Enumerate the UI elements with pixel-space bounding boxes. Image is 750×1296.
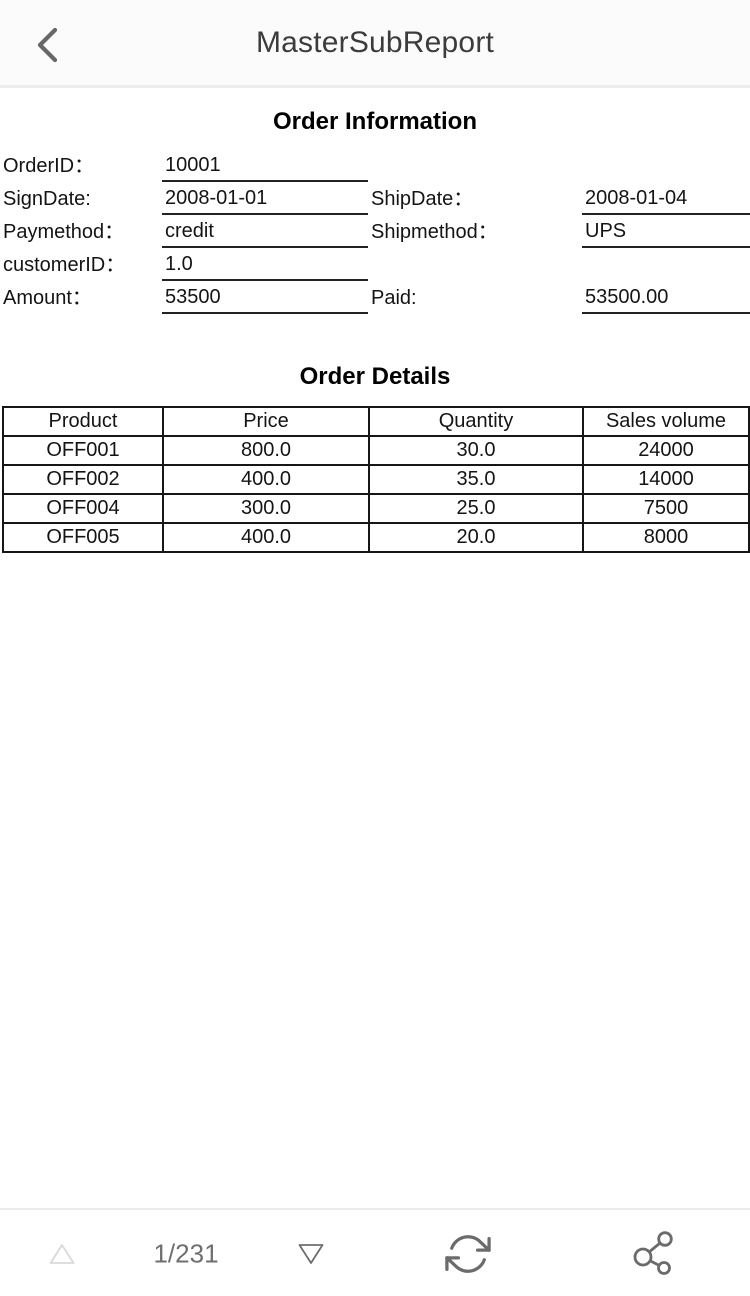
cell-price: 400.0 — [162, 464, 370, 495]
field-label — [368, 249, 582, 282]
navbar: MasterSubReport — [0, 0, 750, 88]
field-label: SignDate: — [3, 188, 91, 210]
col-header-sales-volume: Sales volume — [582, 406, 750, 437]
form-row-orderid: OrderID： 10001 — [0, 150, 750, 183]
cell-sales-volume: 24000 — [582, 435, 750, 466]
field-label: OrderID： — [3, 155, 95, 177]
field-value: 10001 — [162, 150, 368, 182]
table-row: OFF005 400.0 20.0 8000 — [2, 522, 750, 553]
cell-sales-volume: 8000 — [582, 522, 750, 553]
form-row-amount: Amount： 53500 Paid: 53500.00 — [0, 282, 750, 315]
field-value — [582, 249, 750, 281]
page-indicator: 1/231 — [153, 1238, 219, 1269]
field-label: ShipDate： — [371, 188, 474, 210]
cell-product: OFF002 — [2, 464, 164, 495]
cell-quantity: 20.0 — [368, 522, 584, 553]
triangle-up-icon — [49, 1244, 75, 1264]
back-button[interactable] — [22, 18, 72, 72]
table-row: OFF002 400.0 35.0 14000 — [2, 464, 750, 495]
field-label: Paid: — [371, 287, 417, 309]
col-header-quantity: Quantity — [368, 406, 584, 437]
field-label: Shipmethod： — [371, 221, 498, 243]
field-value: 2008-01-04 — [582, 183, 750, 215]
triangle-down-icon — [298, 1244, 324, 1264]
form-row-methods: Paymethod： credit Shipmethod： UPS — [0, 216, 750, 249]
field-value: 53500.00 — [582, 282, 750, 314]
order-details-title: Order Details — [299, 363, 451, 390]
cell-price: 300.0 — [162, 493, 370, 524]
table-row: OFF004 300.0 25.0 7500 — [2, 493, 750, 524]
field-value: UPS — [582, 216, 750, 248]
field-label: Paymethod： — [3, 221, 125, 243]
col-header-product: Product — [2, 406, 164, 437]
field-value: 1.0 — [162, 249, 368, 281]
order-details-table: Product Price Quantity Sales volume OFF0… — [2, 406, 750, 553]
cell-product: OFF001 — [2, 435, 164, 466]
cell-price: 800.0 — [162, 435, 370, 466]
table-header-row: Product Price Quantity Sales volume — [2, 406, 750, 437]
cell-product: OFF004 — [2, 493, 164, 524]
cell-quantity: 30.0 — [368, 435, 584, 466]
form-row-customer: customerID： 1.0 — [0, 249, 750, 282]
order-info-title: Order Information — [272, 108, 477, 135]
field-value: credit — [162, 216, 368, 248]
field-value: 53500 — [162, 282, 368, 314]
share-icon — [633, 1231, 673, 1275]
field-label — [368, 150, 582, 183]
col-header-price: Price — [162, 406, 370, 437]
cell-quantity: 25.0 — [368, 493, 584, 524]
refresh-button[interactable] — [445, 1231, 491, 1277]
order-info-form: OrderID： 10001 SignDate: 2008-01-01 Ship… — [0, 150, 750, 315]
field-value — [582, 150, 750, 182]
field-label: customerID： — [3, 254, 126, 276]
cell-sales-volume: 7500 — [582, 493, 750, 524]
table-row: OFF001 800.0 30.0 24000 — [2, 435, 750, 466]
pager-toolbar: 1/231 — [0, 1208, 750, 1296]
page-title: MasterSubReport — [255, 26, 495, 59]
next-page-button[interactable] — [298, 1242, 325, 1266]
form-row-dates: SignDate: 2008-01-01 ShipDate： 2008-01-0… — [0, 183, 750, 216]
refresh-icon — [445, 1235, 491, 1273]
field-label: Amount： — [3, 287, 92, 309]
share-button[interactable] — [631, 1229, 679, 1279]
chevron-left-icon — [37, 27, 58, 63]
cell-price: 400.0 — [162, 522, 370, 553]
cell-product: OFF005 — [2, 522, 164, 553]
prev-page-button[interactable] — [49, 1242, 76, 1266]
field-value: 2008-01-01 — [162, 183, 368, 215]
cell-sales-volume: 14000 — [582, 464, 750, 495]
cell-quantity: 35.0 — [368, 464, 584, 495]
